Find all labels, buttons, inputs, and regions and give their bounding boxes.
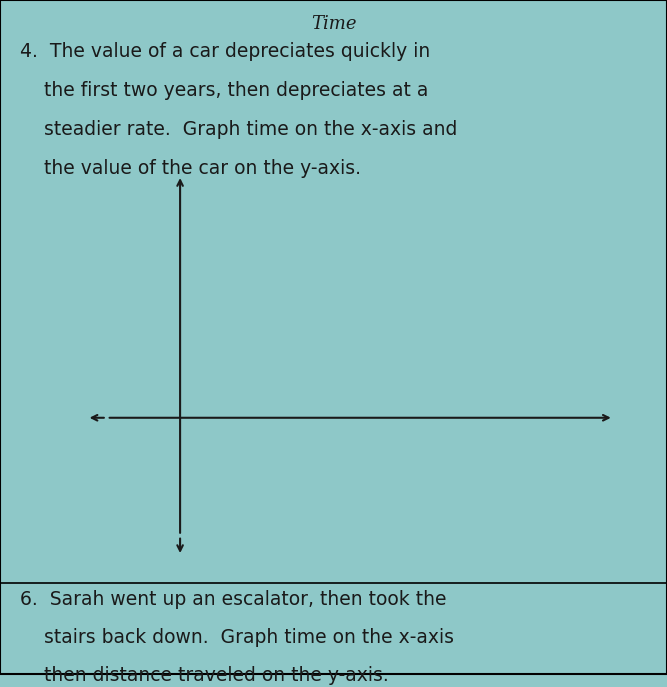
Text: 4.  The value of a car depreciates quickly in: 4. The value of a car depreciates quickl… (20, 42, 430, 60)
Text: the first two years, then depreciates at a: the first two years, then depreciates at… (20, 81, 428, 100)
Text: then distance traveled on the y-axis.: then distance traveled on the y-axis. (20, 666, 389, 686)
Text: 6.  Sarah went up an escalator, then took the: 6. Sarah went up an escalator, then took… (20, 589, 446, 609)
Text: stairs back down.  Graph time on the x-axis: stairs back down. Graph time on the x-ax… (20, 628, 454, 647)
Text: the value of the car on the y-axis.: the value of the car on the y-axis. (20, 159, 361, 178)
Text: Time: Time (311, 15, 356, 33)
Text: steadier rate.  Graph time on the x-axis and: steadier rate. Graph time on the x-axis … (20, 120, 458, 139)
